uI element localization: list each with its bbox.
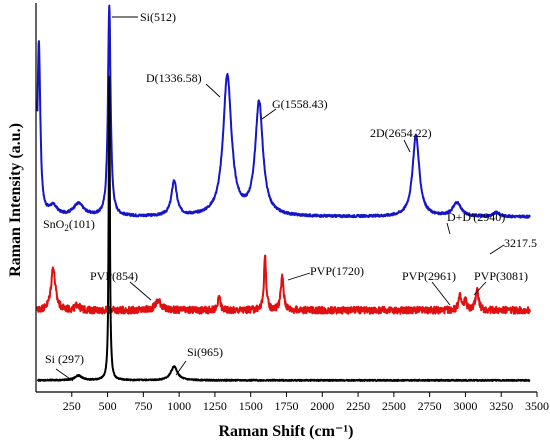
x-ticks: 250 500 750 1000 1250 1500 1750 2000 2250 2500 275… [63,392,549,413]
x-tick-label: 1000 [167,399,191,413]
x-tick-label: 2500 [382,399,406,413]
label-si965: Si(965) [187,345,223,359]
label-2d: 2D(2654.22) [370,126,432,140]
arrow-dd [446,222,451,235]
arrow-3217 [489,244,505,255]
series-line-3 [36,75,531,382]
arrow-pvp1720 [287,272,311,281]
label-si512: Si(512) [140,10,176,24]
label-g: G(1558.43) [272,97,328,111]
arrow-si297 [55,368,74,382]
label-pvp1720: PVP(1720) [310,264,364,278]
x-tick-label: 3500 [525,399,549,413]
arrow-d [205,83,221,98]
x-tick-label: 750 [134,399,152,413]
x-tick-label: 2250 [346,399,370,413]
x-tick-label: 250 [63,399,81,413]
x-tick-label: 500 [99,399,117,413]
arrow-pvp854 [129,281,152,301]
x-tick-label: 2750 [418,399,442,413]
label-pvp854: PVP(854) [90,269,138,283]
label-3217: 3217.5 [504,236,537,250]
label-dd: D+D'(2940) [447,210,505,224]
x-tick-label: 1250 [203,399,227,413]
arrow-si965 [175,360,187,376]
y-axis-title: Raman Intensity (a.u.) [7,123,24,277]
label-d: D(1336.58) [146,71,202,85]
arrow-pvp2961 [431,281,451,306]
label-pvp3081: PVP(3081) [474,269,528,283]
series-line-2 [36,254,531,315]
label-sno2-tail: (101) [69,217,95,231]
label-sno2-sub: 2 [64,223,69,233]
x-tick-label: 3250 [489,399,513,413]
label-pvp2961: PVP(2961) [402,269,456,283]
arrow-g [261,108,277,120]
annotation-arrows [55,16,505,382]
arrow-pvp3081 [473,281,487,296]
label-si297: Si (297) [45,352,84,366]
arrow-2d [403,139,411,153]
label-sno2: SnO2(101) [43,217,95,233]
annotation-labels: Si(512) D(1336.58) G(1558.43) 2D(2654.22… [43,10,537,366]
x-tick-label: 1500 [239,399,263,413]
x-tick-label: 1750 [275,399,299,413]
x-tick-label: 3000 [453,399,477,413]
x-axis-title: Raman Shift (cm⁻¹) [218,423,353,440]
label-sno2-main: SnO [43,217,65,231]
x-tick-label: 2000 [310,399,334,413]
series-line-1 [36,4,531,219]
series-layer [36,4,531,382]
